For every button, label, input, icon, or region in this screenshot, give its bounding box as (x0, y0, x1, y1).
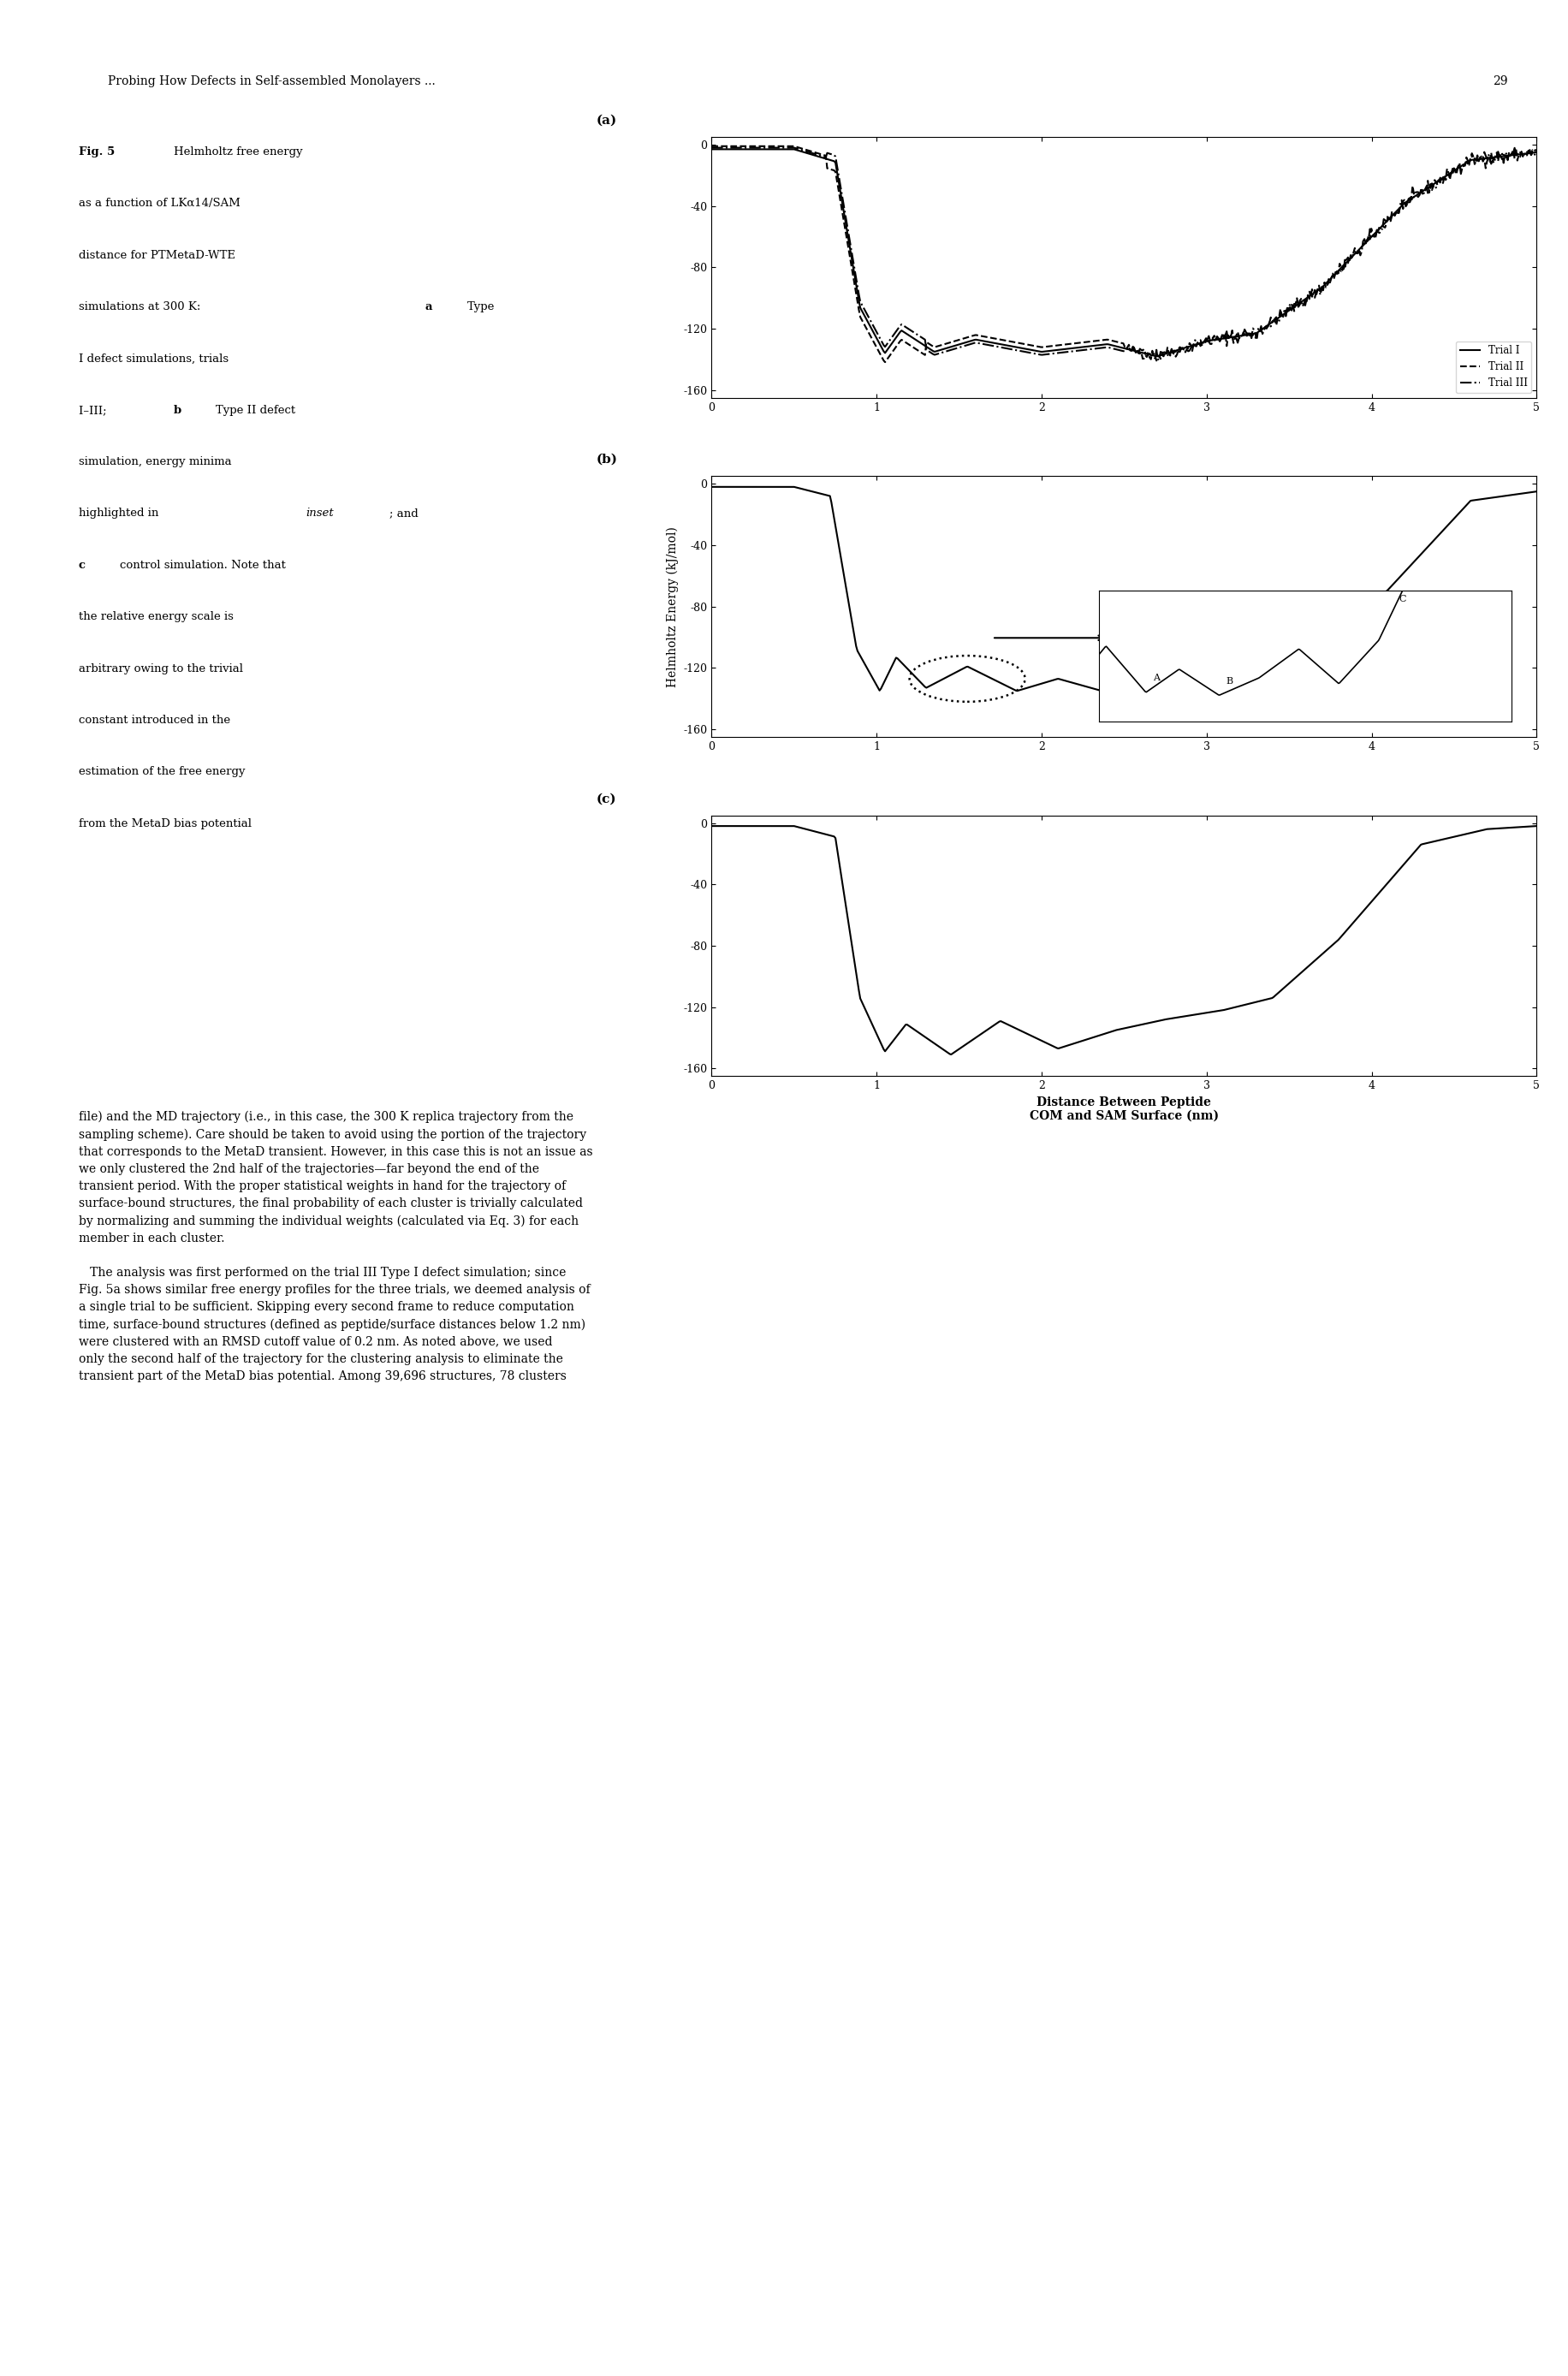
Text: c: c (78, 561, 89, 570)
Text: 29: 29 (1493, 76, 1507, 88)
Text: (b): (b) (596, 454, 618, 466)
Legend: Trial I, Trial II, Trial III: Trial I, Trial II, Trial III (1455, 342, 1532, 392)
Y-axis label: Helmholtz Energy (kJ/mol): Helmholtz Energy (kJ/mol) (666, 525, 679, 687)
Text: b: b (174, 404, 187, 416)
Text: arbitrary owing to the trivial: arbitrary owing to the trivial (78, 663, 243, 675)
Text: highlighted in: highlighted in (78, 508, 162, 518)
X-axis label: Distance Between Peptide
COM and SAM Surface (nm): Distance Between Peptide COM and SAM Sur… (1030, 1095, 1218, 1121)
Text: simulation, energy minima: simulation, energy minima (78, 456, 232, 468)
Text: Helmholtz free energy: Helmholtz free energy (174, 147, 303, 157)
Text: as a function of LKα14/SAM: as a function of LKα14/SAM (78, 197, 240, 209)
Text: (a): (a) (596, 114, 616, 126)
Text: (c): (c) (596, 794, 616, 805)
Text: estimation of the free energy: estimation of the free energy (78, 765, 245, 777)
Text: from the MetaD bias potential: from the MetaD bias potential (78, 817, 251, 829)
Text: simulations at 300 K:: simulations at 300 K: (78, 302, 204, 314)
Text: distance for PTMetaD-WTE: distance for PTMetaD-WTE (78, 249, 235, 261)
Text: Type II defect: Type II defect (216, 404, 295, 416)
Text: a: a (425, 302, 436, 314)
Text: inset: inset (306, 508, 334, 518)
Text: the relative energy scale is: the relative energy scale is (78, 611, 234, 623)
Text: file) and the MD trajectory (i.e., in this case, the 300 K replica trajectory fr: file) and the MD trajectory (i.e., in th… (78, 1112, 593, 1383)
Text: control simulation. Note that: control simulation. Note that (121, 561, 287, 570)
Text: I–III;: I–III; (78, 404, 110, 416)
Text: ; and: ; and (389, 508, 419, 518)
Text: Type: Type (467, 302, 494, 314)
Text: Fig. 5: Fig. 5 (78, 147, 119, 157)
Text: constant introduced in the: constant introduced in the (78, 715, 230, 725)
Text: Probing How Defects in Self-assembled Monolayers ...: Probing How Defects in Self-assembled Mo… (108, 76, 436, 88)
Text: I defect simulations, trials: I defect simulations, trials (78, 354, 229, 364)
